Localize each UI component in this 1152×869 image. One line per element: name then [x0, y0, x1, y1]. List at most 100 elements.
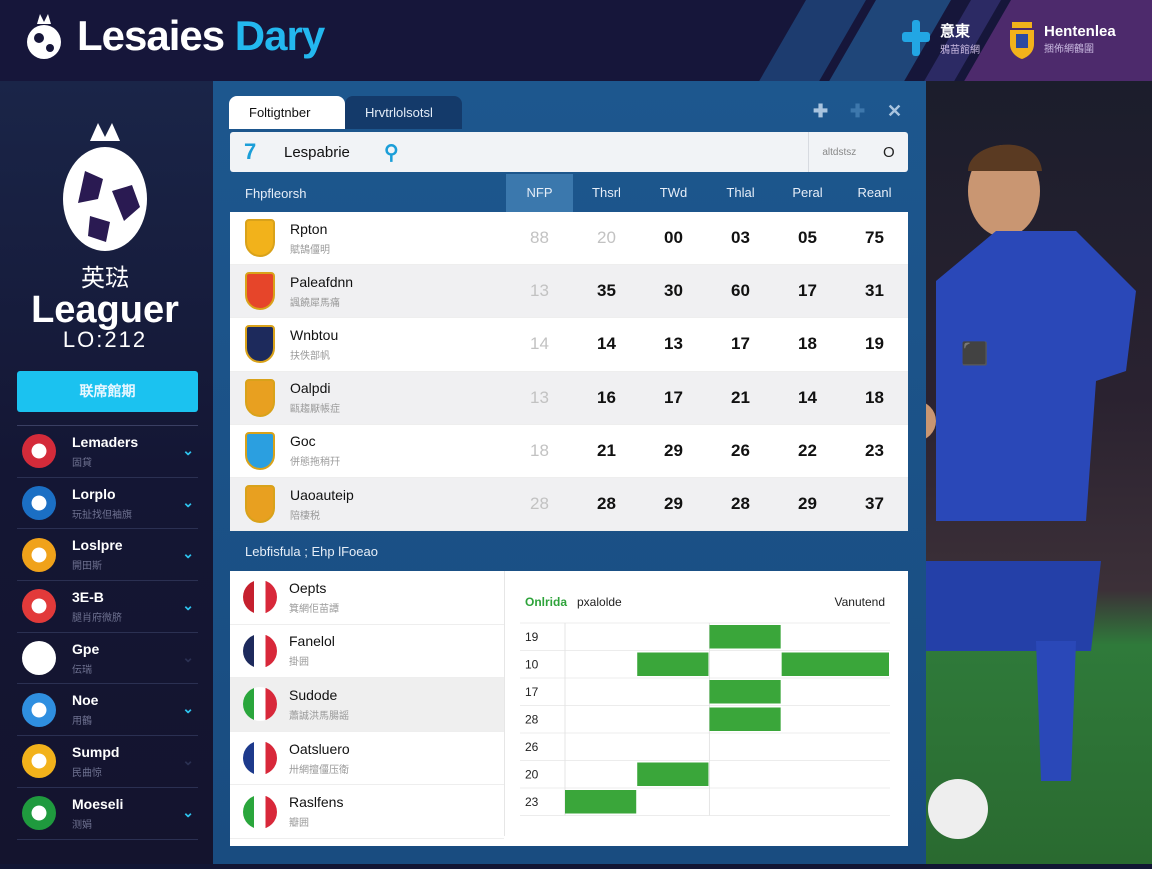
y-tick-label: 20: [525, 768, 539, 782]
sidebar-item[interactable]: Sumpd 民曲惊 ⌄: [17, 736, 198, 788]
close-icon[interactable]: ✕: [887, 101, 903, 121]
search-filter[interactable]: altdstsz O: [808, 132, 908, 172]
chevron-down-icon[interactable]: ⌄: [182, 803, 194, 820]
sidebar-item[interactable]: Gpe 伝瑞 ⌄: [17, 633, 198, 685]
table-row[interactable]: Rpton 賦鵠僵明 88 20 00 03 05 75: [230, 212, 908, 266]
column-header[interactable]: TWd: [659, 185, 688, 200]
team-crest-icon: [245, 431, 275, 470]
stat-cell: 00: [664, 228, 683, 248]
team-name: Uaoauteip: [290, 486, 354, 503]
chevron-down-icon[interactable]: ⌄: [182, 545, 194, 562]
list-item-name: Fanelol: [289, 633, 335, 650]
list-item-text: Raslfens 瓣囲: [289, 794, 343, 829]
column-header[interactable]: Thsrl: [592, 185, 621, 200]
chevron-down-icon[interactable]: ⌄: [182, 442, 194, 458]
chevron-down-icon[interactable]: ⌄: [182, 752, 194, 769]
search-icon[interactable]: ⚲: [384, 141, 399, 164]
sidebar-list: Lemaders 固貸 ⌄ Lorplo 玩扯找但袖旗 ⌄ Loslpre 開田斯 ⌄ 3E-B 腿…: [17, 425, 198, 840]
column-header[interactable]: Reanl: [857, 185, 892, 200]
chevron-down-icon[interactable]: ⌄: [182, 648, 194, 665]
player-figure: ⬛: [896, 144, 1136, 839]
table-row[interactable]: Goc 併態拖稍幵 18 21 29 26 22 23: [230, 425, 908, 478]
bar[interactable]: [637, 652, 709, 677]
list-item[interactable]: Oepts 箕網佢苗譚: [230, 571, 504, 625]
sidebar-item[interactable]: Lorplo 玩扯找但袖旗 ⌄: [17, 478, 198, 530]
sidebar-item[interactable]: Noe 用鶴 ⌄: [17, 684, 198, 737]
app-brand[interactable]: Lesaies Dary: [25, 8, 325, 64]
team-crest-icon: [245, 219, 275, 258]
sidebar-item[interactable]: Loslpre 開田斯 ⌄: [17, 529, 198, 582]
sidebar-item[interactable]: 3E-B 腿肖府微脐 ⌄: [17, 581, 198, 633]
stat-cell: 20: [597, 228, 616, 248]
team-list: Oepts 箕網佢苗譚 Fanelol 掛囲 Sudode 蕭誠洪馬腸謡 Oatsluero…: [230, 571, 505, 839]
stat-cell: 60: [731, 281, 750, 301]
list-item-sub: 蕭誠洪馬腸謡: [289, 710, 349, 722]
sidebar-item-text: Moeseli 测娟: [72, 796, 123, 831]
search-bar[interactable]: 7 Lespabrie ⚲ altdstsz O: [230, 132, 908, 172]
sidebar-primary-button[interactable]: 联席館期: [17, 371, 198, 412]
tab-1[interactable]: Foltigtnber: [229, 96, 345, 129]
team-name: Rpton: [290, 220, 328, 237]
y-tick-label: 28: [525, 713, 539, 727]
stat-cell: 18: [798, 334, 817, 354]
team-flag-icon: [243, 794, 277, 829]
stat-cell: 19: [865, 334, 884, 354]
cross-icon: [902, 20, 930, 56]
column-header[interactable]: Thlal: [726, 185, 755, 200]
column-header[interactable]: Peral: [792, 185, 823, 200]
sidebar-item[interactable]: Moeseli 测娟 ⌄: [17, 788, 198, 840]
sidebar-item-text: Loslpre 開田斯: [72, 537, 123, 572]
list-item[interactable]: Raslfens 瓣囲: [230, 785, 504, 839]
team-sub: 陪棲税: [290, 510, 320, 522]
stat-cell: 13: [664, 334, 683, 354]
header-badge-1[interactable]: 意東 鴉苗館網: [900, 18, 980, 58]
bar[interactable]: [709, 625, 781, 649]
bar[interactable]: [709, 707, 781, 732]
bar[interactable]: [637, 762, 709, 787]
crest-icon: [1010, 22, 1034, 59]
stat-cell: 29: [798, 494, 817, 514]
table-row[interactable]: Uaoauteip 陪棲税 28 28 29 28 29 37: [230, 477, 908, 532]
table-row[interactable]: Paleafdnn 諷饒犀馬痛 13 35 30 60 17 31: [230, 265, 908, 319]
stat-cell: 28: [530, 494, 549, 514]
legend-1: Onlrida: [525, 595, 568, 609]
list-item[interactable]: Sudode 蕭誠洪馬腸謡: [230, 678, 504, 732]
team-cell: Oalpdi 甌趨厭帳症: [290, 380, 506, 415]
list-item[interactable]: Fanelol 掛囲: [230, 625, 504, 679]
team-crest-icon: [22, 434, 56, 469]
search-input[interactable]: Lespabrie: [284, 143, 350, 161]
bar[interactable]: [709, 680, 781, 704]
pin-icon[interactable]: ✚: [813, 101, 829, 121]
list-item-name: Oepts: [289, 579, 327, 596]
column-header[interactable]: Fhpfleorsh: [245, 185, 307, 201]
header: Lesaies Dary 意東鴉苗館網 Hentenlea 捆佈網鶴圍: [0, 0, 1152, 81]
stat-cell: 23: [865, 440, 884, 460]
header-badge-2[interactable]: Hentenlea 捆佈網鶴圍: [1008, 18, 1116, 60]
stat-cell: 22: [798, 440, 817, 460]
table-row[interactable]: Wnbtou 扶佚部帆 14 14 13 17 18 19: [230, 318, 908, 372]
team-cell: Goc 併態拖稍幵: [290, 433, 506, 468]
bar[interactable]: [781, 652, 889, 677]
add-icon[interactable]: ✚: [850, 101, 866, 121]
team-crest-icon: [245, 485, 275, 524]
badge-sub: 鴉苗館網: [940, 45, 980, 56]
badge-title: 意東: [940, 23, 971, 40]
stat-cell: 13: [530, 281, 549, 301]
filter-value: O: [882, 143, 895, 161]
tab-2[interactable]: Hrvtrlolsotsl: [345, 96, 462, 129]
column-header[interactable]: NFP: [506, 174, 573, 212]
chevron-down-icon[interactable]: ⌄: [182, 700, 194, 717]
stat-cell: 14: [530, 334, 549, 354]
sidebar-item-label: 3E-B: [72, 588, 104, 605]
sidebar-item[interactable]: Lemaders 固貸 ⌄: [17, 426, 198, 478]
table-row[interactable]: Oalpdi 甌趨厭帳症 13 16 17 21 14 18: [230, 371, 908, 425]
bar[interactable]: [565, 790, 637, 814]
list-item[interactable]: Oatsluero 卅網擅僵压衛: [230, 732, 504, 786]
stat-cell: 21: [597, 440, 616, 460]
chevron-down-icon[interactable]: ⌄: [182, 493, 194, 510]
stat-cell: 88: [530, 228, 549, 248]
player-photo: ⬛: [896, 81, 1152, 864]
chevron-down-icon[interactable]: ⌄: [182, 597, 194, 614]
team-crest-icon: [22, 589, 56, 624]
sidebar-item-sub: 腿肖府微脐: [72, 612, 122, 624]
